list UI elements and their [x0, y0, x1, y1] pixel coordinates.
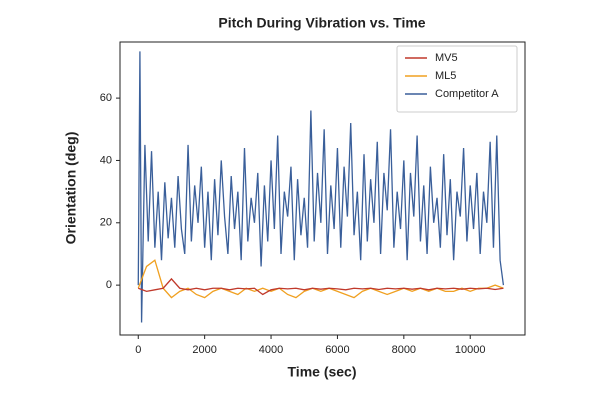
y-axis-label: Orientation (deg) — [63, 132, 79, 245]
chart-title: Pitch During Vibration vs. Time — [218, 15, 425, 31]
x-tick-label: 4000 — [259, 344, 283, 356]
x-tick-label: 8000 — [392, 344, 416, 356]
legend-label: MV5 — [435, 52, 458, 64]
legend-label: Competitor A — [435, 88, 499, 100]
x-tick-label: 0 — [135, 344, 141, 356]
line-series — [137, 51, 505, 323]
x-tick-label: 2000 — [192, 344, 216, 356]
y-tick-label: 40 — [100, 154, 112, 166]
legend-label: ML5 — [435, 70, 456, 82]
x-axis-label: Time (sec) — [288, 364, 357, 380]
line-series — [138, 277, 504, 296]
line-series — [137, 259, 504, 299]
y-tick-label: 60 — [100, 92, 112, 104]
legend-box — [396, 45, 518, 113]
plot-frame — [119, 41, 526, 336]
y-tick-label: 20 — [100, 217, 112, 229]
x-tick-label: 10000 — [455, 344, 486, 356]
y-tick-label: 0 — [106, 279, 112, 291]
x-tick-label: 6000 — [325, 344, 349, 356]
